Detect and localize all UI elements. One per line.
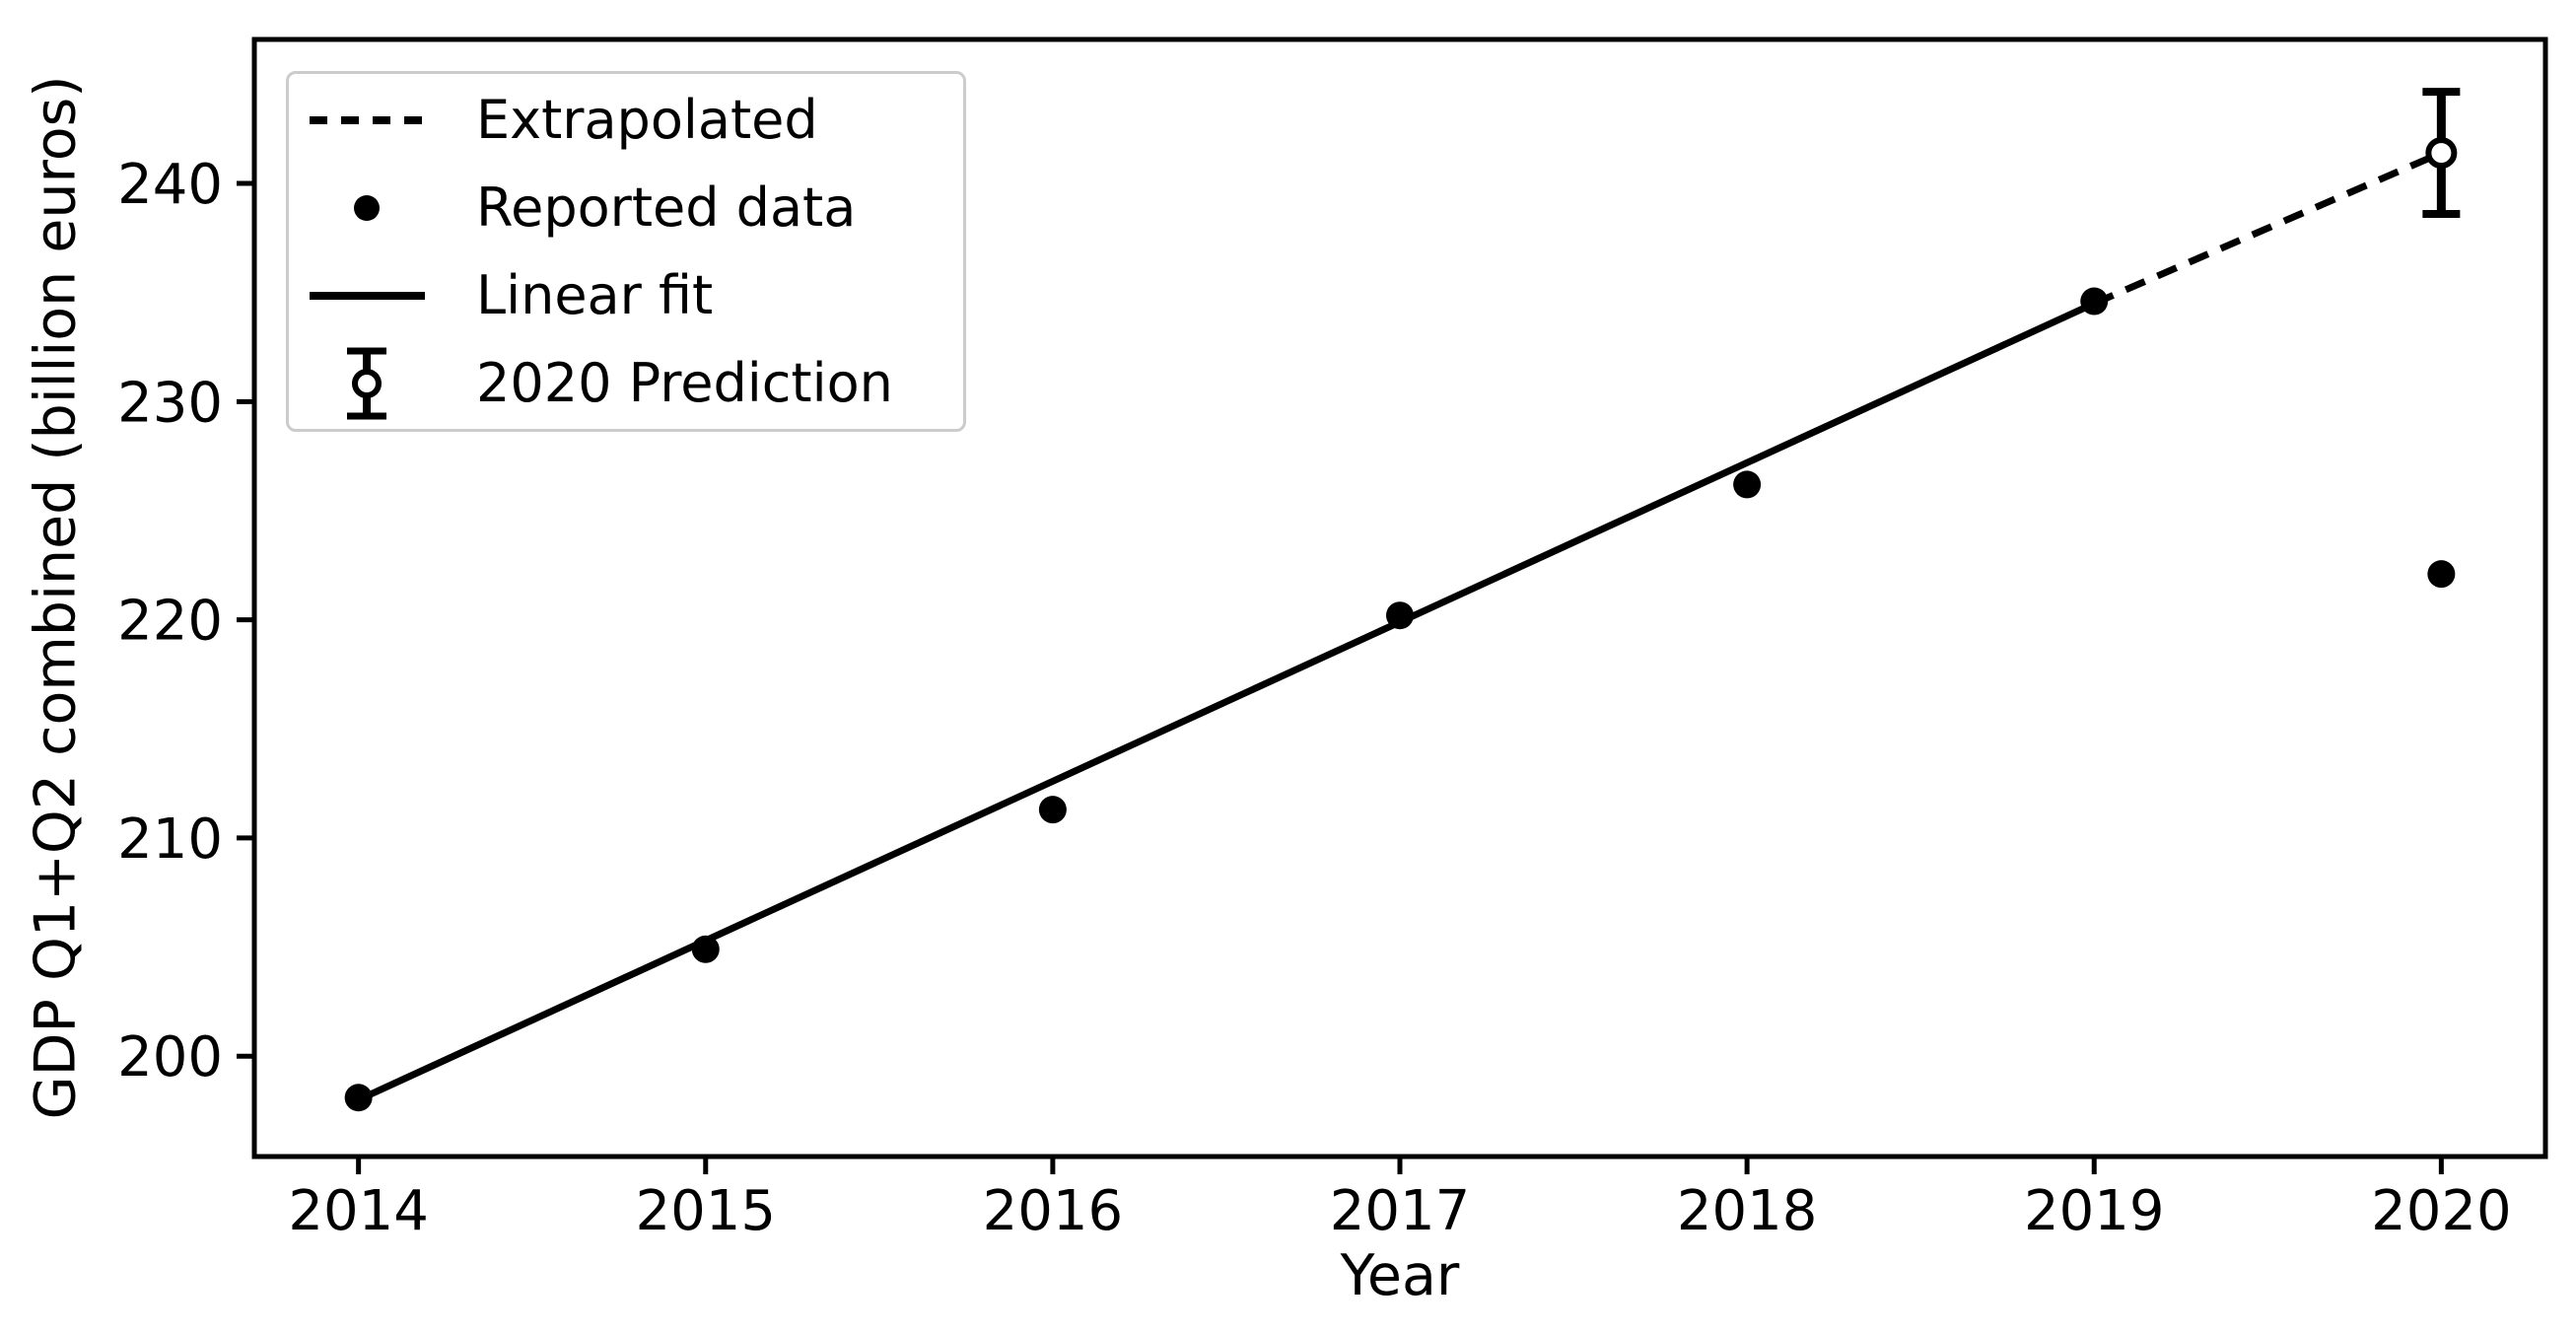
x-tick-label: 2020 <box>2371 1179 2512 1243</box>
reported-data-point <box>1733 470 1762 499</box>
y-tick-label: 220 <box>117 590 223 654</box>
linear-fit-line <box>357 300 2096 1103</box>
reported-data-point <box>1386 601 1414 630</box>
legend: Extrapolated Reported data Linear fit <box>286 71 966 432</box>
x-axis-label: Year <box>1340 1243 1460 1308</box>
reported-data-point <box>344 1084 373 1112</box>
reported-data-point <box>2080 287 2109 316</box>
y-tick-label: 210 <box>117 808 223 872</box>
y-tick-label: 230 <box>117 371 223 435</box>
x-tick-label: 2014 <box>288 1179 429 1243</box>
legend-row-extrapolated: Extrapolated <box>289 76 963 164</box>
x-tick-label: 2016 <box>983 1179 1124 1243</box>
y-tick-label: 200 <box>117 1025 223 1089</box>
prediction-marker <box>2425 137 2458 170</box>
legend-row-linear-fit: Linear fit <box>289 251 963 339</box>
legend-label-extrapolated: Extrapolated <box>476 88 818 151</box>
reported-data-point <box>1038 796 1067 824</box>
x-tick-label: 2019 <box>2024 1179 2165 1243</box>
legend-label-linear-fit: Linear fit <box>476 263 714 326</box>
legend-label-reported-data: Reported data <box>476 176 857 239</box>
errorbar-icon <box>310 344 425 423</box>
legend-label-2020-prediction: 2020 Prediction <box>476 351 893 414</box>
legend-row-2020-prediction: 2020 Prediction <box>289 339 963 427</box>
dot-marker-icon <box>310 192 425 224</box>
reported-data-point <box>2427 560 2456 589</box>
y-axis-label: GDP Q1+Q2 combined (billion euros) <box>23 75 89 1120</box>
reported-data-point <box>691 935 720 963</box>
x-tick-label: 2015 <box>635 1179 776 1243</box>
x-tick-label: 2017 <box>1330 1179 1471 1243</box>
dashed-line-icon <box>310 114 425 126</box>
y-tick-label: 240 <box>117 153 223 217</box>
x-tick-label: 2018 <box>1677 1179 1818 1243</box>
legend-row-reported-data: Reported data <box>289 164 963 251</box>
extrapolated-line <box>2092 149 2443 307</box>
solid-line-icon <box>310 290 425 302</box>
